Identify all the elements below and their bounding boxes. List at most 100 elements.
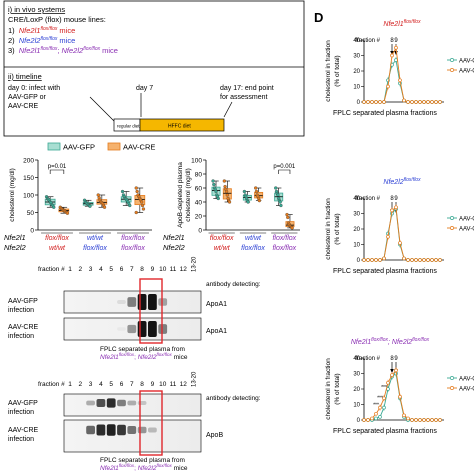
y-axis-label: (% of total) [334,373,341,404]
y-axis-label: cholesterol in fraction [325,198,332,260]
blot-band [137,401,147,405]
fraction-number: 2 [78,266,82,273]
blot-band [96,424,106,436]
y-tick-label: 50 [27,210,35,217]
data-point [366,258,370,262]
significance-marker: *** [381,385,387,391]
blot-band [158,298,168,306]
data-point [211,179,215,183]
data-point [254,189,259,194]
y-tick-label: 60 [195,185,203,192]
fraction-number: 7 [130,381,134,388]
data-point [216,196,220,201]
data-point [430,418,434,422]
fraction-number: 5 [109,266,113,273]
panel-a-frame [3,0,305,137]
fraction-number: 6 [120,381,124,388]
data-point [390,373,394,377]
data-point [362,418,366,422]
data-point [438,100,442,104]
chart-title: Nfe2l1flox/flox; Nfe2l2flox/flox [351,337,430,346]
blot1-gfp-label-1: AAV-GFP [8,298,38,305]
data-point [128,203,132,208]
data-point [254,186,258,190]
data-point [378,100,382,104]
data-point [366,100,370,104]
fraction-number: 1 [68,266,72,273]
fraction-marker-9: 9 [394,196,398,202]
y-tick-label: 100 [23,192,34,199]
y-tick-label: 30 [353,212,360,218]
y-tick-label: 0 [198,227,202,234]
data-point [139,200,144,204]
data-point [382,256,386,261]
fraction-number: 8 [140,381,144,388]
fractionation-chart-1: Nfe2l1flox/flox 0 10 20 30 40 cholesterol in f… [325,19,474,117]
data-point [370,258,374,262]
legend-gfp-label: AAV-GFP [459,58,474,64]
data-point [223,184,227,189]
mouse-line-3: 3) Nfe2l1flox/flox; Nfe2l2flox/flox mice [8,46,118,55]
blot1-fraction-label: fraction # [38,266,65,273]
fraction-number: 1 [68,381,72,388]
fraction-number: 9 [151,266,155,273]
timeline-day17: day 17: end point [220,85,274,92]
y-tick-label: 0 [357,418,361,424]
box-plot-total-cholesterol: 0 50 100 150 200 cholesterol (mg/dl) p=0.01 [9,157,152,234]
data-point [422,100,426,104]
data-point [224,189,229,194]
blot-band [106,424,116,436]
data-point [386,234,390,239]
fraction-number: 5 [109,381,113,388]
y-axis-label: cholesterol in fraction [325,40,332,102]
legend-cre-marker [450,68,454,72]
data-point [426,100,430,104]
data-point [390,208,394,213]
y-tick-label: 200 [23,157,34,164]
blot-band [127,324,137,334]
panel-a-subtitle: CRE/LoxP (flox) mouse lines: [8,15,106,24]
legend-gfp-marker [450,376,454,380]
legend-cre-label: AAV-CRE [123,143,155,152]
y-tick-label: 150 [23,175,34,182]
blot-band [117,399,126,407]
timeline-arrow-day17 [223,101,233,118]
legend-gfp-label: AAV-GFP [459,216,474,222]
fraction-arrowhead [390,369,394,373]
timeline-day17b: for assessment [220,94,268,101]
data-point [374,258,378,262]
y-axis-label: (% of total) [334,213,341,244]
data-point [434,258,438,262]
data-point [430,100,434,104]
blot2-cre-membrane [63,419,202,453]
fraction-number: 8 [140,266,144,273]
hffc-diet-label: HFFC diet [168,124,191,130]
legend-gfp-label: AAV-GFP [63,143,95,152]
y-tick-label: 40 [353,38,360,44]
data-point [276,193,280,197]
data-point [418,100,422,104]
blot-band [158,324,168,334]
blot-band [127,426,137,434]
data-point [434,100,438,104]
data-point [65,211,70,215]
y-axis-label: cholesterol in fraction [325,358,332,420]
genotype-row2: wt/wt [49,245,66,252]
data-point [426,418,430,422]
significance-marker: *** [373,403,379,409]
series-line-cre [364,206,440,261]
regular-diet-label: regular diet [117,124,140,129]
fraction-number: 7 [130,266,134,273]
row-label-nfe2l1-right: Nfe2l1 [163,233,185,242]
fraction-marker-label: fraction # [355,196,380,202]
fraction-number: 9 [151,381,155,388]
data-point [274,186,278,190]
legend-gfp-marker [450,58,454,62]
data-point [426,258,430,262]
data-point [378,405,382,410]
fractionation-chart-2: Nfe2l2flox/flox 0 10 20 30 40 cholesterol in f… [325,177,474,275]
legend-cre-swatch [107,142,121,151]
x-axis-label: FPLC separated plasma fractions [333,268,437,275]
fraction-number: 12 [180,381,188,388]
data-point [286,215,290,220]
